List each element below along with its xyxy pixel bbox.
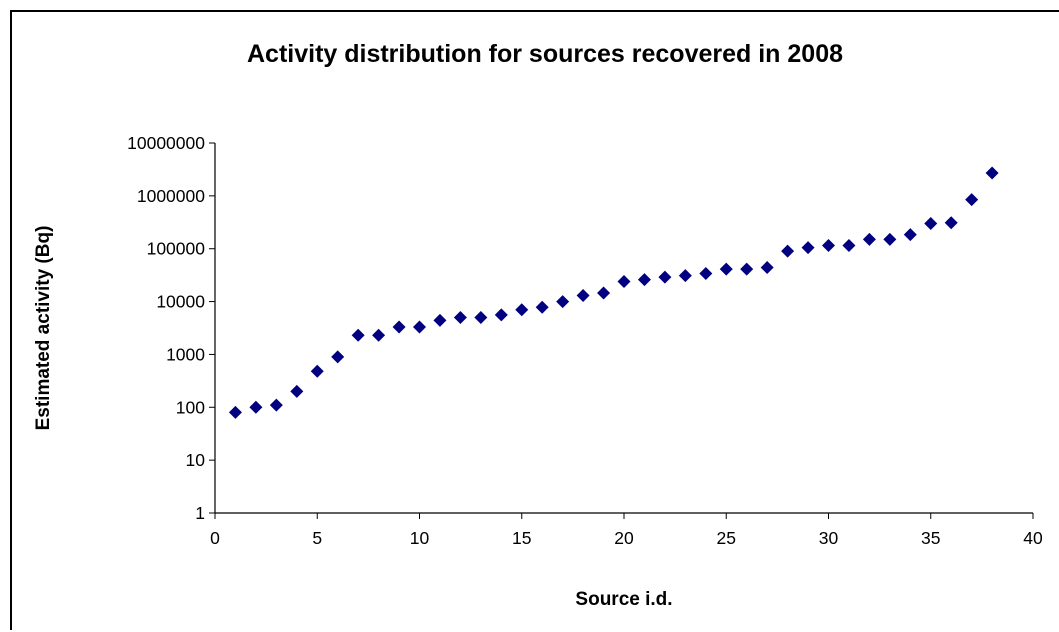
data-point xyxy=(862,232,876,246)
chart-area: Activity distribution for sources recove… xyxy=(10,10,1059,630)
x-tick-label: 15 xyxy=(512,528,531,548)
data-point xyxy=(740,262,754,276)
y-tick-label: 1000000 xyxy=(137,186,205,206)
scatter-chart: Activity distribution for sources recove… xyxy=(33,40,1043,610)
data-point xyxy=(372,328,386,342)
data-point xyxy=(822,239,835,253)
data-point xyxy=(678,269,692,283)
data-point xyxy=(453,310,467,324)
data-point xyxy=(699,266,713,280)
x-tick-label: 35 xyxy=(921,528,940,548)
data-point xyxy=(228,405,242,419)
data-point xyxy=(474,310,488,324)
data-point xyxy=(433,313,447,327)
y-tick-label: 100 xyxy=(176,397,205,417)
data-point xyxy=(985,166,999,180)
data-point xyxy=(310,364,324,378)
y-tick-label: 10000 xyxy=(156,292,205,312)
chart-title: Activity distribution for sources recove… xyxy=(247,40,843,68)
data-point xyxy=(903,228,917,242)
data-point xyxy=(392,320,406,334)
data-point xyxy=(944,216,958,230)
y-tick-label: 10 xyxy=(186,450,206,470)
y-axis-title: Estimated activity (Bq) xyxy=(33,226,54,431)
data-point xyxy=(637,273,651,287)
data-point xyxy=(576,289,590,303)
data-point xyxy=(515,303,529,317)
x-tick-label: 25 xyxy=(717,528,736,548)
x-tick-label: 20 xyxy=(614,528,634,548)
data-point xyxy=(290,384,304,398)
data-point xyxy=(801,241,815,255)
data-point xyxy=(269,398,283,412)
data-point xyxy=(597,286,611,300)
data-point xyxy=(249,400,263,414)
data-point xyxy=(760,261,774,275)
data-point xyxy=(494,308,508,322)
data-point xyxy=(331,350,345,364)
y-tick-label: 10000000 xyxy=(127,133,205,153)
x-tick-label: 40 xyxy=(1023,528,1043,548)
y-tick-label: 1 xyxy=(195,503,205,523)
data-point xyxy=(842,239,856,253)
data-point xyxy=(535,300,549,314)
x-tick-label: 0 xyxy=(210,528,220,548)
data-point xyxy=(924,216,938,230)
data-point xyxy=(556,295,570,309)
x-tick-label: 10 xyxy=(410,528,430,548)
data-point xyxy=(351,328,365,342)
x-tick-label: 30 xyxy=(819,528,839,548)
data-point xyxy=(781,244,795,258)
data-point xyxy=(965,193,979,207)
data-point xyxy=(658,270,672,284)
data-point xyxy=(617,274,631,288)
y-tick-label: 1000 xyxy=(166,344,205,364)
x-tick-label: 5 xyxy=(312,528,322,548)
data-point xyxy=(883,232,897,246)
x-axis-title: Source i.d. xyxy=(575,589,672,610)
data-point xyxy=(719,262,733,276)
data-point xyxy=(413,320,426,334)
y-tick-label: 100000 xyxy=(147,239,206,259)
